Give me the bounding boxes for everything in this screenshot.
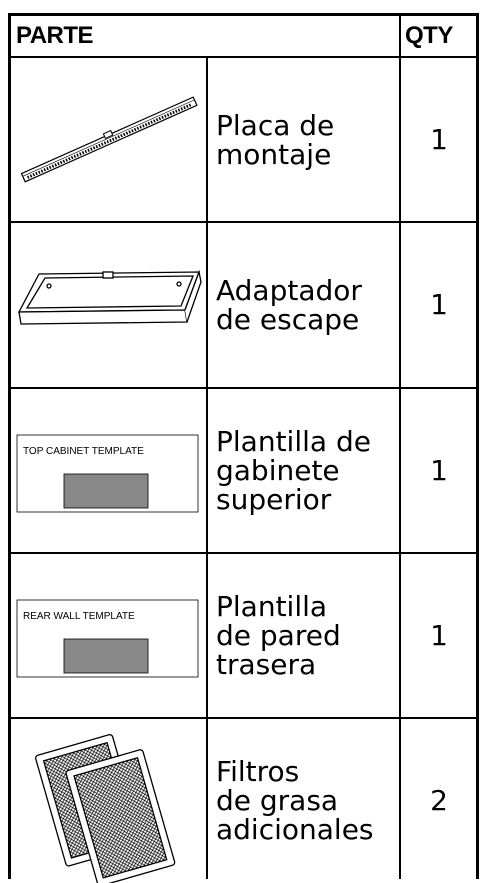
mounting-plate-image xyxy=(20,96,198,183)
name-line: Plantilla de xyxy=(216,425,371,458)
border xyxy=(399,13,401,879)
border xyxy=(8,13,479,16)
filters-image xyxy=(35,734,176,883)
border xyxy=(8,387,479,389)
part-name: Filtros de grasa adicionales xyxy=(216,718,400,883)
border xyxy=(8,717,479,719)
name-line: adicionales xyxy=(216,813,374,846)
name-line: de pared xyxy=(216,619,341,652)
qty: 2 xyxy=(430,784,448,817)
part-name: Placa de montaje xyxy=(216,57,400,222)
border xyxy=(8,13,11,879)
part-name: Adaptador de escape xyxy=(216,222,400,387)
border xyxy=(8,56,479,58)
border xyxy=(206,57,208,879)
border xyxy=(476,13,479,879)
template-label: TOP CABINET TEMPLATE xyxy=(23,446,144,457)
header-part: PARTE xyxy=(16,21,94,49)
qty: 1 xyxy=(430,619,448,652)
template-image: TOP CABINET TEMPLATE xyxy=(16,434,199,513)
name-line: trasera xyxy=(216,648,317,681)
border xyxy=(8,221,479,223)
name-line: Placa de xyxy=(216,108,335,142)
qty: 1 xyxy=(430,123,448,156)
name-line: gabinete xyxy=(216,454,340,487)
name-line: Filtros xyxy=(216,755,300,788)
template-label: REAR WALL TEMPLATE xyxy=(23,611,135,622)
name-line: de escape xyxy=(216,302,360,336)
header-qty: QTY xyxy=(405,21,453,49)
qty: 1 xyxy=(430,454,448,487)
name-line: de grasa xyxy=(216,784,339,817)
name-line: Plantilla xyxy=(216,590,328,623)
name-line: Adaptador xyxy=(216,273,362,307)
name-line: montaje xyxy=(216,137,332,171)
part-name: Plantilla de pared trasera xyxy=(216,553,400,718)
exhaust-adapter-image xyxy=(17,269,202,325)
part-name: Plantilla de gabinete superior xyxy=(216,388,400,553)
border xyxy=(8,552,479,554)
name-line: superior xyxy=(216,483,332,516)
template-image: REAR WALL TEMPLATE xyxy=(16,599,199,678)
qty: 1 xyxy=(430,288,448,321)
